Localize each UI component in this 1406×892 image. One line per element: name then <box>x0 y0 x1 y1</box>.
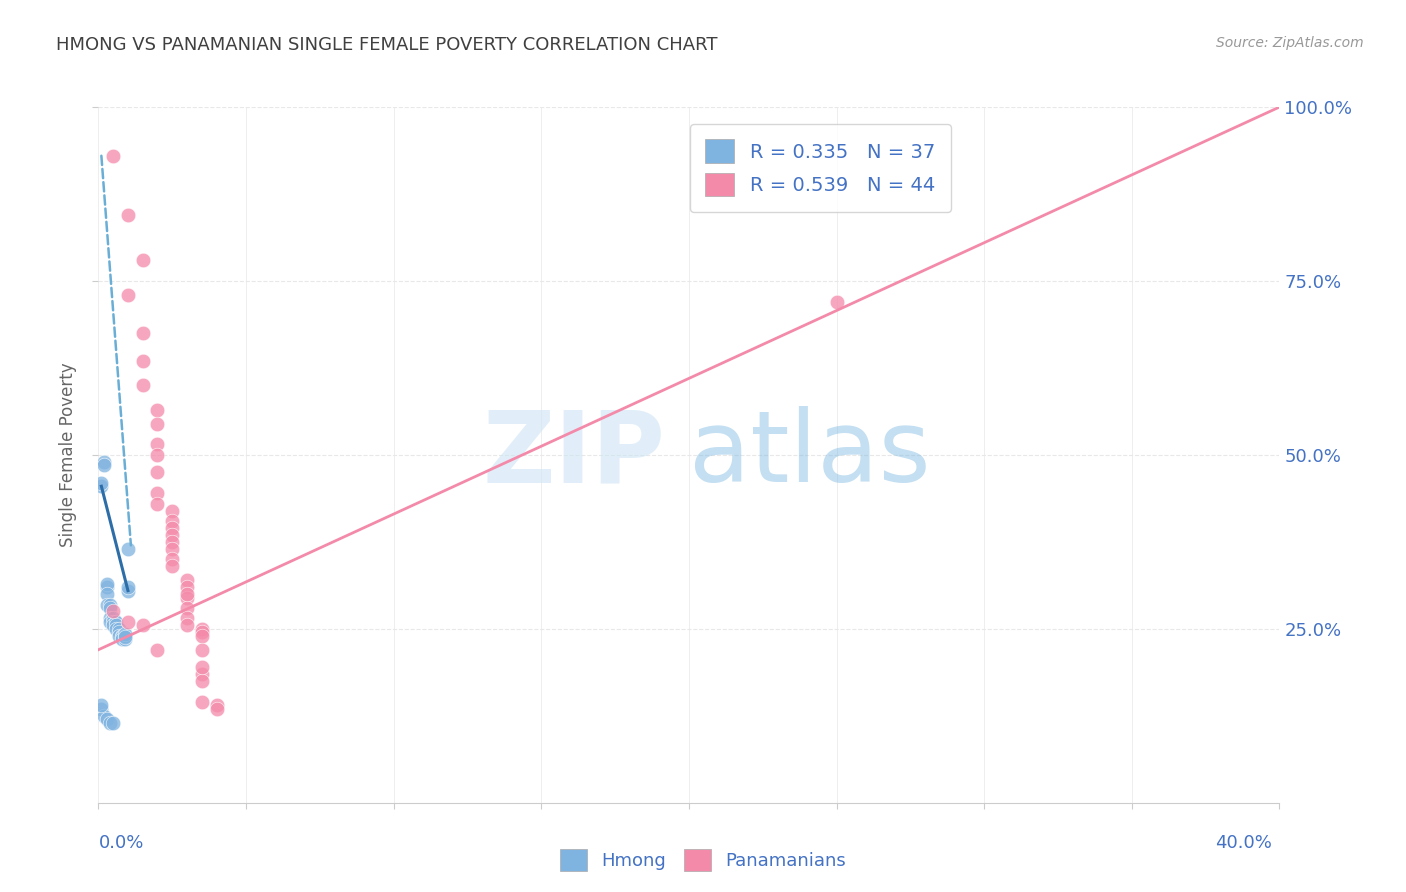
Point <box>93 708 115 723</box>
Point <box>132 326 155 340</box>
Text: ZIP: ZIP <box>482 407 665 503</box>
Text: HMONG VS PANAMANIAN SINGLE FEMALE POVERTY CORRELATION CHART: HMONG VS PANAMANIAN SINGLE FEMALE POVERT… <box>56 36 717 54</box>
Point <box>108 629 131 643</box>
Point <box>146 402 169 417</box>
Point <box>114 627 136 641</box>
Point <box>105 618 128 632</box>
Text: atlas: atlas <box>689 407 931 503</box>
Point <box>111 629 134 643</box>
Point <box>176 601 198 615</box>
Point <box>98 601 121 615</box>
Point <box>191 660 214 674</box>
Point <box>191 622 214 636</box>
Point <box>191 642 214 657</box>
Point <box>90 698 112 713</box>
Point <box>111 630 134 644</box>
Point <box>176 611 198 625</box>
Point <box>117 288 139 302</box>
Point <box>205 702 228 716</box>
Point <box>96 576 118 591</box>
Point <box>162 528 183 542</box>
Point <box>162 534 183 549</box>
Point <box>205 698 228 713</box>
Point <box>98 615 121 629</box>
Point <box>96 598 118 612</box>
Text: Source: ZipAtlas.com: Source: ZipAtlas.com <box>1216 36 1364 50</box>
Point <box>191 674 214 689</box>
Point <box>105 622 128 636</box>
Point <box>103 605 125 619</box>
Point <box>191 695 214 709</box>
Point <box>117 541 139 556</box>
Point <box>146 448 169 462</box>
Point <box>146 437 169 451</box>
Point <box>98 715 121 730</box>
Point <box>117 580 139 594</box>
Text: 0.0%: 0.0% <box>98 834 143 852</box>
Point <box>191 667 214 681</box>
Point <box>162 514 183 528</box>
Point <box>162 503 183 517</box>
Point <box>117 615 139 629</box>
Point <box>117 583 139 598</box>
Point <box>117 208 139 222</box>
Point <box>103 618 125 632</box>
Point <box>162 559 183 574</box>
Point <box>114 629 136 643</box>
Point <box>146 642 169 657</box>
Point <box>108 625 131 640</box>
Point <box>191 629 214 643</box>
Point <box>132 618 155 632</box>
Y-axis label: Single Female Poverty: Single Female Poverty <box>59 363 77 547</box>
Point <box>96 712 118 726</box>
Point <box>93 458 115 473</box>
Point <box>132 253 155 268</box>
Point <box>103 715 125 730</box>
Point <box>105 615 128 629</box>
Point <box>162 552 183 566</box>
Point <box>111 632 134 647</box>
Point <box>108 622 131 636</box>
Point <box>90 475 112 490</box>
Point <box>162 541 183 556</box>
Point <box>98 598 121 612</box>
Point <box>93 455 115 469</box>
Point <box>176 587 198 601</box>
Point <box>90 479 112 493</box>
Text: 40.0%: 40.0% <box>1216 834 1272 852</box>
Point <box>103 149 125 163</box>
Point <box>90 702 112 716</box>
Point <box>98 611 121 625</box>
Point <box>191 625 214 640</box>
Point <box>176 618 198 632</box>
Point <box>176 591 198 605</box>
Point <box>162 521 183 535</box>
Point <box>114 630 136 644</box>
Point <box>146 486 169 500</box>
Point <box>103 615 125 629</box>
Point <box>103 611 125 625</box>
Point <box>176 573 198 587</box>
Point <box>96 587 118 601</box>
Legend: Hmong, Panamanians: Hmong, Panamanians <box>553 842 853 879</box>
Point <box>114 632 136 647</box>
Point <box>176 580 198 594</box>
Point <box>146 466 169 480</box>
Point <box>146 497 169 511</box>
Point <box>132 354 155 368</box>
Legend: R = 0.335   N = 37, R = 0.539   N = 44: R = 0.335 N = 37, R = 0.539 N = 44 <box>690 124 950 212</box>
Point <box>146 417 169 431</box>
Point <box>96 580 118 594</box>
Point <box>825 294 848 309</box>
Point <box>132 378 155 392</box>
